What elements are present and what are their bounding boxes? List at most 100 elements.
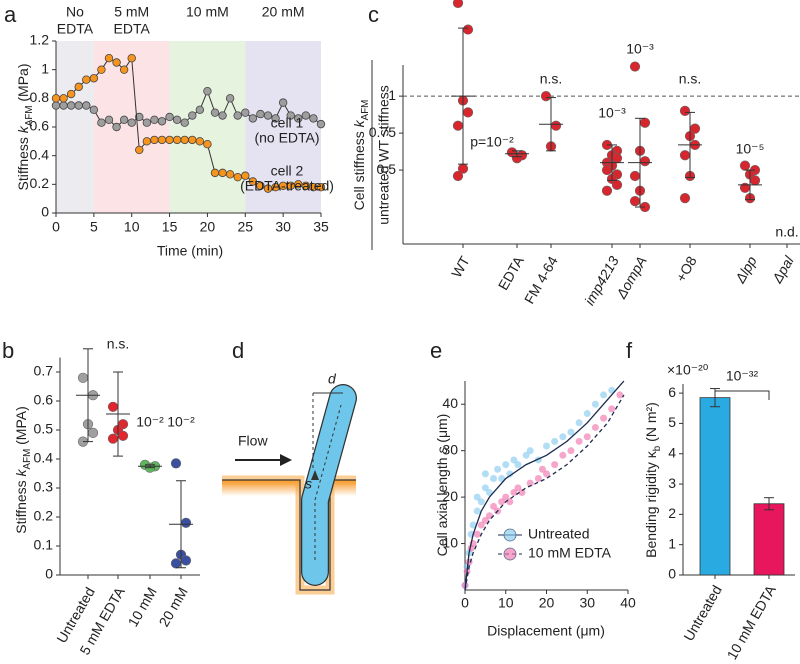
label-part: (MPA)	[13, 406, 29, 449]
data-point	[104, 115, 114, 125]
data-point	[180, 118, 189, 127]
label-part: Stiffness	[15, 133, 31, 190]
data-point	[567, 428, 575, 436]
data-point	[559, 451, 567, 459]
y-axis-label: untreated WT stiffness	[376, 85, 392, 225]
x-tick-label: Δlpp	[731, 253, 760, 286]
data-point	[498, 498, 506, 506]
data-point	[170, 558, 182, 569]
data-point	[526, 479, 534, 487]
data-point	[74, 101, 83, 110]
data-point	[135, 145, 144, 155]
data-point	[195, 105, 205, 114]
data-point	[567, 447, 575, 455]
channel-glow	[222, 475, 356, 595]
x-tick-label: +O8	[673, 253, 700, 284]
y-axis-label: Stiffness kAFM (MPa)	[15, 63, 35, 190]
data-point	[749, 175, 761, 186]
panel-d-diagram: d d s Flow	[222, 338, 357, 595]
data-point	[59, 94, 68, 103]
bar	[753, 503, 785, 576]
x-axis-label: Displacement (μm)	[487, 623, 605, 639]
significance-label: 10⁻³²	[726, 368, 759, 384]
data-point	[601, 164, 613, 176]
data-point	[534, 475, 542, 483]
data-point	[66, 101, 76, 110]
data-point	[591, 400, 599, 408]
x-tick-label: 20 mM	[156, 584, 191, 629]
data-point	[210, 108, 220, 117]
y-tick-label: 0.5	[34, 421, 54, 437]
x-tick-label: 10 mM EDTA	[723, 582, 779, 662]
x-tick-label: 10	[498, 595, 514, 611]
region-label: 5 mM	[114, 4, 149, 20]
data-point	[473, 507, 481, 515]
x-axis-label: Time (min)	[157, 243, 223, 259]
data-point	[142, 137, 152, 146]
label-part: AFM	[24, 105, 35, 126]
legend-label: Untreated	[528, 526, 589, 542]
data-point	[66, 89, 76, 99]
annotation: 10⁻²	[167, 414, 195, 430]
data-point	[89, 74, 99, 83]
y-tick-label: 4	[668, 444, 676, 460]
data-point	[518, 488, 526, 496]
annotation: n.s.	[540, 71, 563, 87]
label-part: s	[434, 447, 450, 454]
fit-line	[464, 394, 625, 591]
annotation: (no EDTA)	[254, 130, 319, 146]
panel-letter: d	[232, 338, 244, 363]
y-tick-label: 0.1	[34, 537, 54, 553]
y-tick-label: 1.2	[30, 32, 50, 48]
x-tick-label: 15	[162, 219, 178, 235]
data-point	[502, 461, 510, 469]
panel-letter: f	[626, 338, 633, 363]
data-point	[51, 94, 61, 103]
label-part: b	[652, 445, 663, 451]
flow-arrowhead	[280, 454, 292, 466]
data-point	[543, 442, 550, 450]
annotation: n.s.	[679, 71, 702, 87]
data-point	[583, 433, 591, 441]
data-point	[172, 135, 182, 145]
annotation: cell 2	[271, 163, 304, 179]
label-part: k	[13, 468, 29, 476]
data-point	[51, 101, 61, 110]
label-part: Bending rigidity κ	[643, 450, 659, 558]
data-point	[502, 493, 510, 501]
data-point	[639, 117, 651, 128]
x-tick-label: 10	[124, 219, 140, 235]
region-shade	[169, 41, 246, 213]
panel-letter: a	[4, 2, 17, 27]
data-point	[286, 111, 295, 120]
channel-wall	[222, 479, 356, 591]
data-point	[506, 470, 514, 478]
data-point	[522, 451, 530, 459]
y-tick-label: 0.6	[30, 118, 50, 134]
x-tick-label: 25	[237, 219, 253, 235]
x-tick-label: Untreated	[680, 582, 725, 643]
bar	[699, 397, 731, 576]
data-point	[473, 530, 481, 538]
data-point	[550, 120, 562, 131]
data-point	[218, 168, 227, 178]
data-point	[87, 427, 99, 439]
data-point	[575, 419, 583, 427]
data-point	[225, 170, 235, 179]
data-point	[506, 498, 514, 506]
data-point	[481, 470, 489, 478]
label-part: AFM	[22, 449, 33, 470]
data-point	[97, 65, 106, 74]
annotation: 10⁻³	[598, 105, 626, 121]
data-point	[452, 0, 464, 9]
y-axis-label: Stiffness kAFM (MPA)	[13, 406, 33, 534]
data-point	[195, 137, 205, 146]
y-tick-label: 0.6	[34, 392, 54, 408]
data-point	[462, 24, 474, 35]
y-tick-label: 0.2	[30, 175, 50, 191]
data-point	[107, 401, 119, 412]
x-tick-label: 0	[52, 219, 60, 235]
significance-bracket	[714, 390, 770, 400]
data-point	[301, 111, 311, 120]
